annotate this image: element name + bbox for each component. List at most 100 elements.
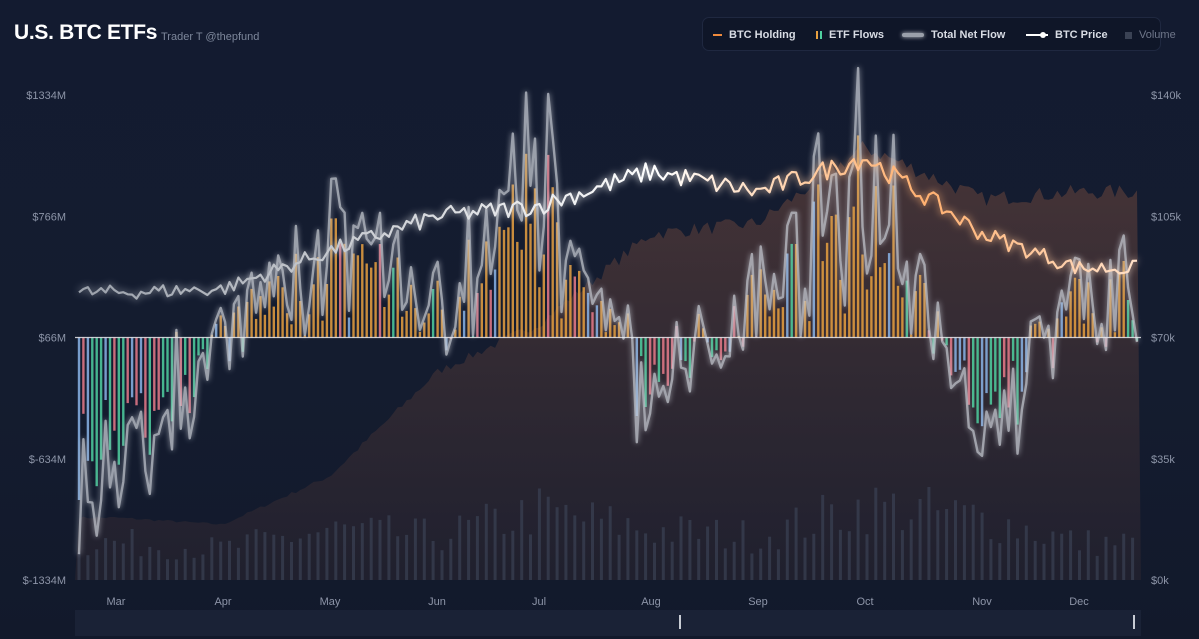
etf-flow-bar [794,244,798,338]
volume-bar [971,504,975,580]
range-handle-left[interactable] [679,615,681,629]
etf-flow-bar [489,289,492,338]
etf-flow-bar [653,337,656,365]
etf-flow-bar [184,337,187,375]
etf-flow-bar [972,337,975,408]
net-flow-swatch-icon [902,33,924,37]
volume-bar [573,515,577,580]
volume-bar [431,541,435,580]
etf-flow-bar [1060,302,1063,338]
volume-bar [715,519,718,580]
volume-bar [688,520,692,580]
etf-flow-bar [502,229,506,338]
etf-flow-bar [856,135,860,338]
etf-flow-bar [201,337,205,350]
volume-bar [396,536,400,580]
volume-bar [617,534,621,580]
etf-flow-bar [719,337,723,361]
etf-flow-bar [520,249,523,338]
etf-flow-bar [865,289,869,338]
volume-bar [679,516,683,580]
legend-item-etf-flows[interactable]: ETF Flows [816,18,884,52]
etf-flow-bar [157,337,160,410]
etf-flow-bar [914,291,917,338]
timeline-scrollbar[interactable] [75,610,1141,636]
etf-flow-bar [923,283,926,338]
x-axis-tick-label: Jul [532,596,546,608]
etf-flow-bar [431,289,435,338]
etf-flow-bar [365,263,368,338]
legend-label: ETF Flows [829,29,884,41]
legend-label: Total Net Flow [931,29,1006,41]
etf-flow-bar [321,320,324,338]
x-axis-tick-label: Nov [972,596,992,608]
volume-bar [794,507,798,580]
etf-flow-bar [994,337,997,392]
etf-flow-bar [308,314,311,338]
volume-bar [139,556,143,580]
etf-flow-bar [1016,337,1019,425]
volume-bar [962,505,966,580]
legend-item-total-net-flow[interactable]: Total Net Flow [902,18,1005,52]
volume-bar [1131,537,1135,580]
volume-bar [1042,543,1046,580]
etf-flow-bar [595,305,599,338]
volume-bar [174,559,178,580]
etf-flow-bar [533,188,537,338]
volume-bar [537,488,541,580]
volume-bar [228,540,231,580]
etf-flow-bar [1007,337,1010,408]
etf-flow-bar [538,287,541,338]
left-axis-tick-label: $766M [32,211,66,223]
etf-flow-bar [153,337,156,411]
etf-flow-bar [113,337,116,431]
volume-bar [980,512,984,580]
volume-bar [785,519,789,580]
etf-flow-bar [671,337,674,369]
volume-bar [776,549,780,580]
right-axis-tick-label: $140k [1151,90,1181,102]
etf-flow-bar [764,294,767,338]
legend-item-btc-price[interactable]: BTC Price [1026,18,1108,52]
etf-flow-bar [281,287,284,338]
etf-flow-bar [383,307,386,338]
volume-bar [874,487,878,580]
volume-bar [856,499,860,580]
etf-flow-bar [290,324,293,338]
etf-flow-bar [666,337,669,386]
legend-item-volume[interactable]: Volume [1125,18,1176,52]
volume-bar [290,542,293,580]
volume-bar [564,504,568,580]
volume-bar [201,554,205,580]
etf-flow-bar [161,337,165,398]
volume-bar [918,499,922,580]
etf-flow-bar [1020,337,1024,392]
etf-flow-bar [259,296,262,338]
total-net-flow-line [77,66,1139,555]
etf-flow-bar [883,263,886,338]
etf-flow-bar [117,337,120,465]
etf-flow-bar [591,312,594,338]
etf-flow-bar [609,308,612,338]
volume-bar [803,537,807,580]
volume-bar [909,519,913,580]
volume-bar [343,524,347,580]
etf-flow-bar [1131,320,1134,338]
volume-bar [1122,533,1126,580]
volume-bar [325,527,329,580]
volume-bar [1069,530,1073,580]
etf-flow-bar [197,337,200,356]
volume-bar [298,538,302,580]
etf-flow-bar [803,300,807,338]
etf-flow-bar [1065,316,1068,338]
etf-flow-bar [812,201,815,338]
volume-bars [77,487,1135,580]
volume-bar [1113,545,1117,580]
axes: $1334M $766M $66M $-634M $-1334M $140k $105k $7… [23,90,1182,608]
legend-item-btc-holding[interactable]: BTC Holding [713,18,796,52]
etf-flow-bar [901,297,904,338]
right-axis-tick-label: $70k [1151,333,1175,345]
range-handle-right[interactable] [1133,615,1135,629]
volume-bar [989,539,993,580]
